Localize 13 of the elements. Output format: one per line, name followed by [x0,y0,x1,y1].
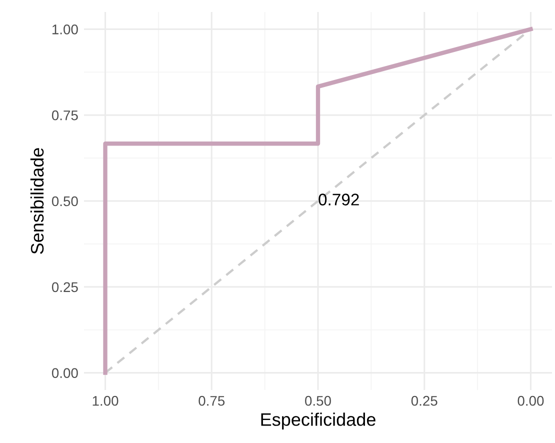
x-axis-title: Especificidade [261,412,376,430]
y-tick-label: 0.75 [52,110,78,120]
x-tick-label: 0.25 [411,396,438,406]
y-tick-label: 0.25 [52,282,78,292]
x-tick-label: 1.00 [92,396,118,406]
x-tick-label: 0.50 [305,396,331,406]
y-axis-title: Sensibilidade [30,148,44,254]
y-tick-label: 1.00 [52,24,78,34]
y-tick-label: 0.00 [52,368,78,378]
x-tick-label: 0.00 [518,396,544,406]
annotation: 0.792 [318,194,359,206]
y-tick-label: 0.50 [52,196,78,206]
x-tick-label: 0.75 [198,396,225,406]
